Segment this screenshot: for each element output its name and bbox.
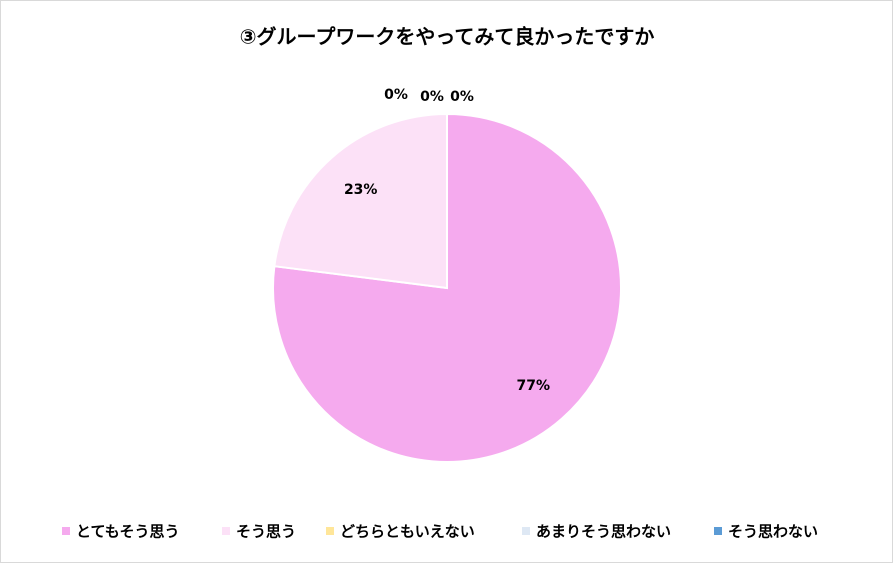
legend-marker xyxy=(62,527,70,535)
data-label: 0% xyxy=(384,87,408,103)
data-label: 23% xyxy=(344,182,378,198)
legend-label: あまりそう思わない xyxy=(536,523,671,541)
legend-label: どちらともいえない xyxy=(340,523,475,541)
legend-marker xyxy=(222,527,230,535)
data-label: 0% xyxy=(450,89,474,105)
legend-marker xyxy=(326,527,334,535)
pie-slice xyxy=(273,112,448,290)
legend-label: そう思う xyxy=(236,523,296,541)
legend-marker xyxy=(522,527,530,535)
legend-label: とてもそう思う xyxy=(76,523,180,541)
legend-label: そう思わない xyxy=(728,523,818,541)
data-label: 0% xyxy=(420,89,444,105)
chart-title: ③グループワークをやってみて良かったですか xyxy=(240,25,655,49)
legend-marker xyxy=(714,527,722,535)
data-label: 77% xyxy=(517,378,551,394)
